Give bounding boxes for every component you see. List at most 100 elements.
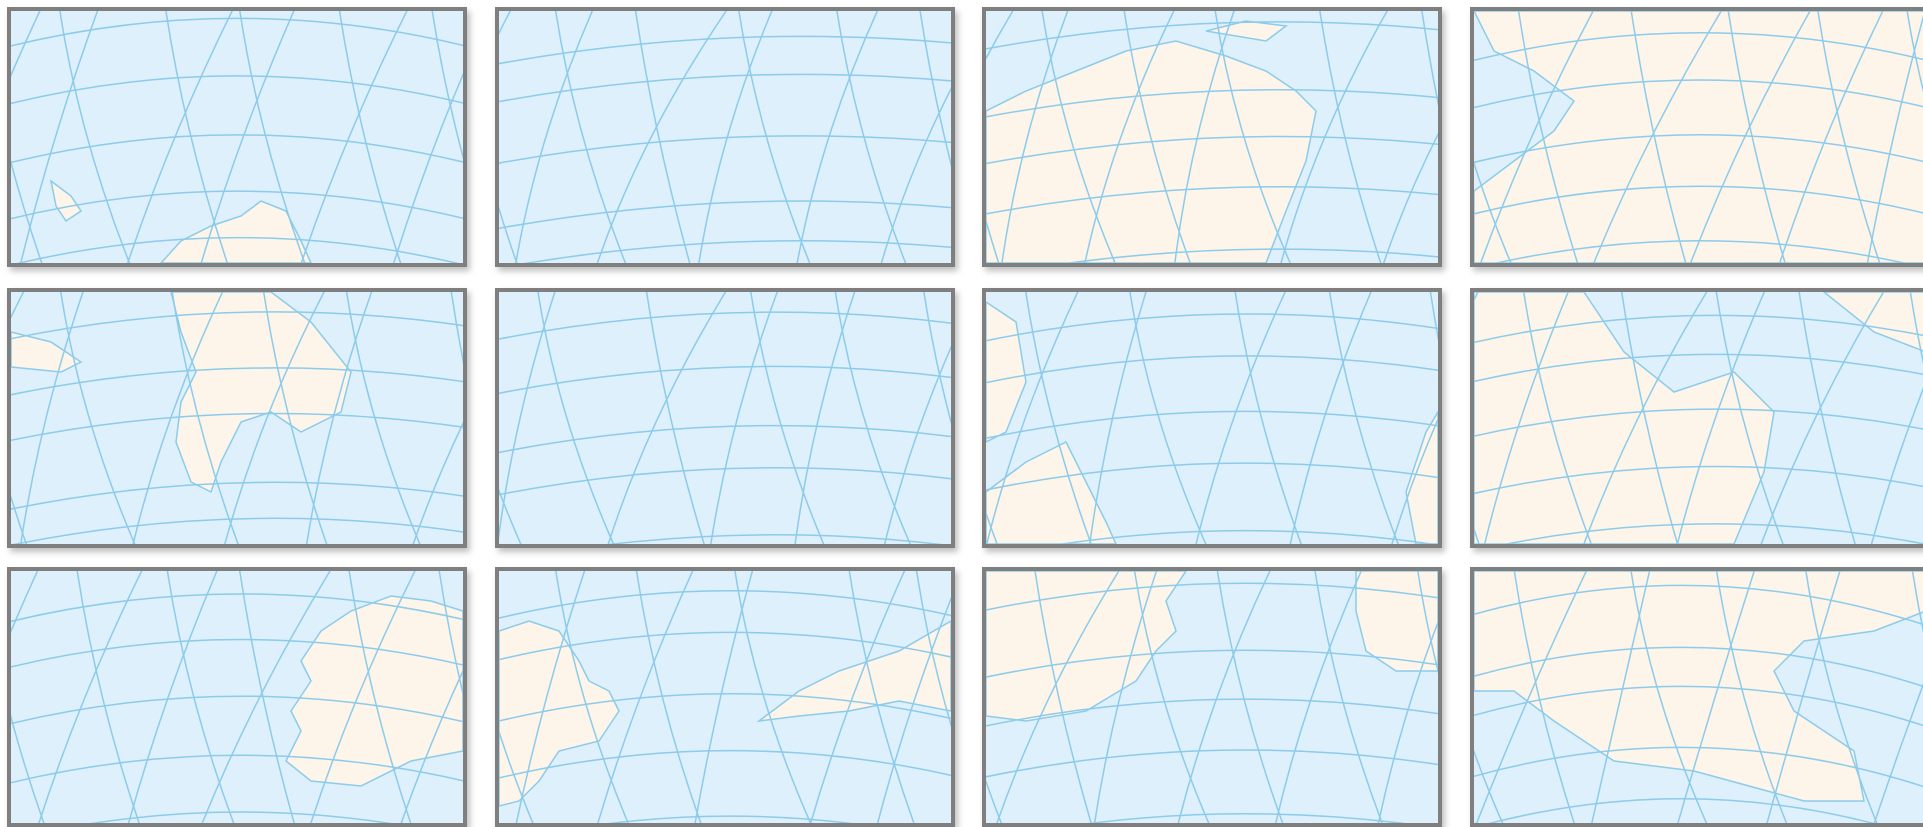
meridian (1133, 571, 1210, 823)
meridian (1630, 11, 1687, 263)
meridian (1234, 292, 1302, 544)
meridian (1798, 292, 1856, 544)
tile-map (499, 11, 951, 263)
meridian (1417, 571, 1438, 674)
parallel (11, 638, 463, 668)
parallel (11, 190, 463, 220)
parallel (11, 481, 463, 510)
meridian (1314, 571, 1383, 823)
meridian (450, 292, 463, 365)
parallel (986, 749, 1438, 778)
tile-map (499, 292, 951, 544)
parallel (499, 631, 951, 661)
meridian (1123, 11, 1192, 263)
meridian (1866, 14, 1923, 263)
meridian (11, 494, 28, 544)
parallel (986, 135, 1438, 165)
parallel (11, 134, 463, 164)
meridian (499, 729, 534, 823)
parallel (11, 412, 463, 442)
meridian (555, 571, 629, 823)
parallel (1474, 32, 1923, 62)
meridian (1805, 571, 1878, 823)
meridian (1041, 11, 1116, 263)
meridian (200, 11, 295, 263)
meridian (305, 292, 373, 544)
meridian (834, 292, 912, 544)
meridian (554, 11, 627, 263)
meridian (607, 292, 727, 544)
meridian (1522, 292, 1593, 544)
parallel (1474, 646, 1923, 688)
parallel (499, 200, 951, 230)
meridian (1911, 571, 1923, 634)
meridian (1593, 11, 1723, 263)
meridian (1727, 11, 1786, 263)
meridian (132, 292, 224, 544)
map-tile (1470, 7, 1923, 267)
meridian (1328, 292, 1399, 544)
tile-map (11, 571, 463, 823)
meridian (1177, 571, 1271, 823)
meridian (412, 421, 463, 544)
land (1205, 20, 1288, 42)
meridian (1391, 417, 1438, 544)
meridian (596, 11, 728, 263)
land (1822, 292, 1923, 352)
meridian (1909, 292, 1923, 365)
meridian (734, 571, 812, 823)
meridian (880, 87, 951, 263)
parallel (986, 355, 1438, 384)
tile-map (986, 11, 1438, 263)
parallel (499, 135, 951, 164)
meridian (1483, 292, 1570, 544)
tile-map (986, 571, 1438, 823)
parallel (986, 313, 1438, 342)
meridian (1873, 682, 1923, 823)
parallel (986, 462, 1438, 491)
tile-map (11, 11, 463, 263)
land (1355, 571, 1438, 672)
land (1474, 292, 1775, 544)
meridian (1377, 620, 1438, 823)
meridian (431, 11, 463, 160)
parallel (1488, 798, 1875, 823)
land (986, 301, 1027, 443)
meridian (515, 571, 586, 823)
parallel (1474, 314, 1923, 344)
parallel (11, 593, 463, 623)
meridian (126, 11, 233, 263)
parallel (986, 649, 1438, 678)
parallel (1474, 685, 1923, 727)
meridian (738, 11, 811, 263)
meridian (876, 596, 951, 823)
meridian (1620, 292, 1679, 544)
meridian (1766, 571, 1841, 823)
map-tile (495, 567, 955, 827)
meridian (986, 292, 1079, 544)
meridian (338, 11, 402, 263)
meridian (11, 714, 45, 823)
meridian (1001, 11, 1069, 263)
parallel (1057, 529, 1437, 544)
land (1474, 11, 1923, 263)
meridian (848, 571, 915, 823)
land (499, 620, 620, 807)
meridian (1513, 571, 1575, 823)
meridian (171, 292, 239, 544)
map-tile (982, 288, 1442, 548)
meridian (239, 571, 295, 823)
meridian (1421, 11, 1438, 107)
meridian (1715, 571, 1788, 823)
meridian (1677, 571, 1756, 823)
tile-map (11, 292, 463, 544)
parallel (16, 236, 460, 263)
parallel (499, 692, 951, 722)
meridian (239, 11, 306, 263)
meridian (201, 571, 331, 823)
meridian (986, 779, 1003, 823)
tile-map (1474, 571, 1923, 823)
meridian (1429, 292, 1438, 341)
map-tile (1470, 567, 1923, 827)
meridian (1216, 571, 1284, 823)
